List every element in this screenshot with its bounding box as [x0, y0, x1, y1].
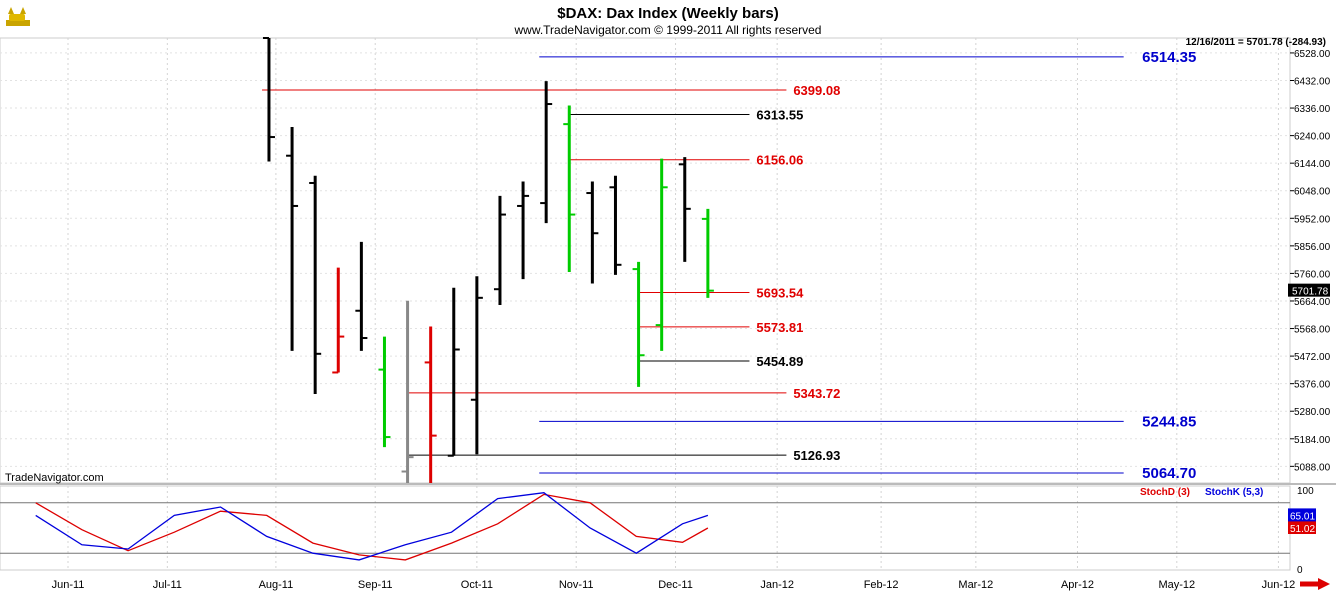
price-level-label: 5244.85 — [1142, 413, 1196, 430]
time-axis: Jun-11 Jul-11 Aug-11 Sep-11 Oct-11 Nov-11 Dec-… — [52, 579, 1296, 591]
price-level-label: 6514.35 — [1142, 49, 1196, 66]
time-tick-label: Oct-11 — [461, 579, 493, 591]
stochastic-tick-label: 100 — [1297, 486, 1314, 497]
price-level-label: 5126.93 — [793, 448, 840, 463]
price-tick-label: 5664.00 — [1294, 297, 1331, 308]
stochk-legend: StochK (5,3) — [1205, 487, 1263, 498]
price-tick-label: 5568.00 — [1294, 325, 1331, 336]
price-level-label: 5343.72 — [793, 386, 840, 401]
price-tick-label: 6144.00 — [1294, 159, 1331, 170]
price-tick-label: 6336.00 — [1294, 104, 1331, 115]
time-tick-label: Jan-12 — [760, 579, 794, 591]
stochastic-line — [35, 493, 709, 561]
time-tick-label: Apr-12 — [1061, 579, 1094, 591]
time-tick-label: Nov-11 — [559, 579, 594, 591]
price-tick-label: 5472.00 — [1294, 352, 1331, 363]
time-tick-label: Dec-11 — [658, 579, 693, 591]
price-tick-label: 5952.00 — [1294, 214, 1331, 225]
price-tick-label: 5184.00 — [1294, 435, 1331, 446]
price-level-label: 5064.70 — [1142, 465, 1196, 482]
stochastic-value-tag — [1288, 508, 1316, 522]
price-levels: 6514.35 6399.08 6313.55 6156.06 5693.54 5573.… — [262, 49, 1196, 482]
stochastic-value-label: 51.02 — [1290, 524, 1315, 535]
time-tick-label: Jul-11 — [153, 579, 182, 591]
chart-title: $DAX: Dax Index (Weekly bars) — [557, 5, 778, 22]
price-level-label: 6313.55 — [756, 107, 803, 122]
bull-logo-icon — [6, 7, 30, 26]
price-level-label: 6399.08 — [793, 83, 840, 98]
last-bar-info: 12/16/2011 = 5701.78 (-284.93) — [1186, 37, 1326, 48]
time-tick-label: May-12 — [1158, 579, 1195, 591]
price-tick-label: 6240.00 — [1294, 132, 1331, 143]
watermark: TradeNavigator.com — [5, 472, 104, 484]
stochastic-value-tag — [1288, 521, 1316, 534]
stochastic-line — [35, 492, 709, 561]
price-axis: 5088.00 5184.00 5280.00 5376.00 5472.00 5568.… — [1290, 49, 1331, 473]
stochd-legend: StochD (3) — [1140, 487, 1190, 498]
price-tick-label: 6048.00 — [1294, 187, 1331, 198]
price-tick-label: 5760.00 — [1294, 269, 1331, 280]
price-tick-label: 6528.00 — [1294, 49, 1331, 60]
scroll-right-arrow-icon[interactable] — [1300, 578, 1330, 590]
price-level-label: 6156.06 — [756, 153, 803, 168]
ohlc-bars — [262, 37, 714, 483]
time-tick-label: Jun-12 — [1262, 579, 1296, 591]
price-level-label: 5454.89 — [756, 354, 803, 369]
time-tick-label: Feb-12 — [864, 579, 899, 591]
time-tick-label: Aug-11 — [259, 579, 294, 591]
price-tick-label: 6432.00 — [1294, 76, 1331, 87]
price-level-label: 5693.54 — [756, 285, 804, 300]
chart-subtitle: www.TradeNavigator.com © 1999-2011 All r… — [514, 23, 822, 37]
stochastic-panel: 100 0 51.02 65.01 — [0, 486, 1316, 576]
stochastic-tick-label: 0 — [1297, 565, 1303, 576]
time-tick-label: Jun-11 — [52, 579, 85, 591]
time-tick-label: Sep-11 — [358, 579, 393, 591]
last-price-tag: 5701.78 — [1288, 283, 1330, 298]
price-tick-label: 5088.00 — [1294, 462, 1331, 473]
time-tick-label: Mar-12 — [958, 579, 993, 591]
stochastic-value-label: 65.01 — [1290, 511, 1315, 522]
price-level-label: 5573.81 — [756, 320, 803, 335]
price-tick-label: 5856.00 — [1294, 242, 1331, 253]
horizontal-grid — [0, 52, 1290, 467]
price-tick-label: 5376.00 — [1294, 380, 1331, 391]
price-tick-label: 5280.00 — [1294, 407, 1331, 418]
svg-text:5701.78: 5701.78 — [1292, 287, 1329, 298]
